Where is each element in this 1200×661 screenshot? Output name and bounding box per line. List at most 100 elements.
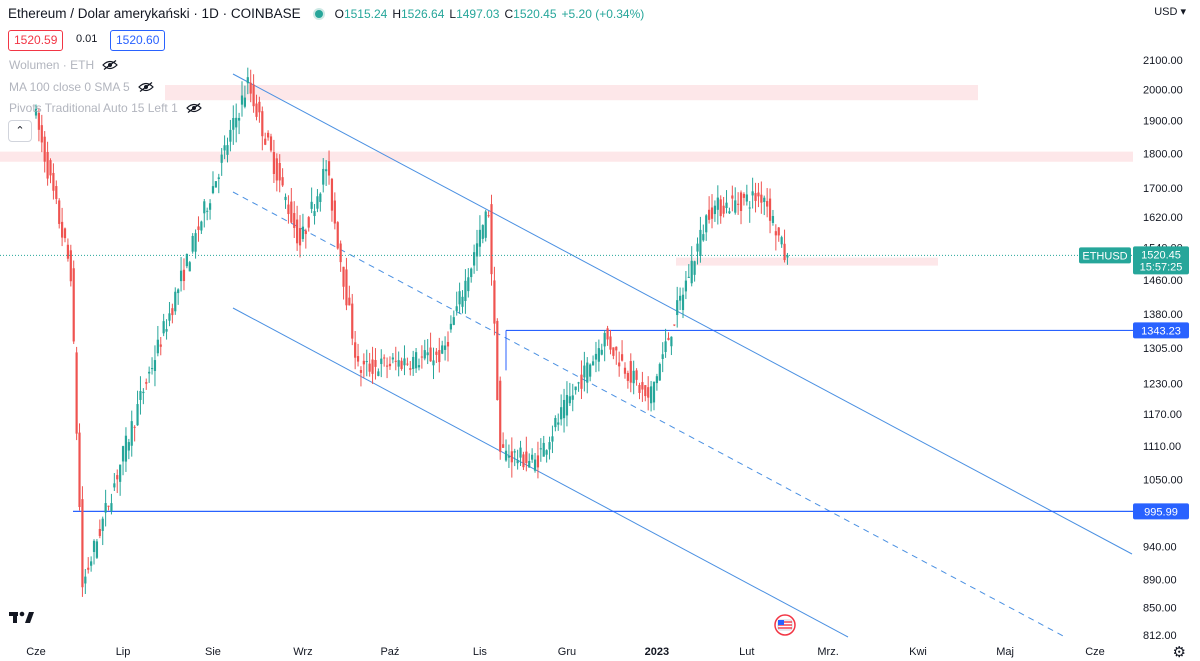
candle-body	[493, 280, 496, 324]
candle-body	[728, 211, 731, 214]
candle-body	[589, 364, 592, 377]
candle-body	[165, 329, 168, 332]
settings-gear-icon[interactable]: ⚙	[1172, 644, 1186, 661]
resistance-zone	[676, 257, 938, 266]
candle-body	[412, 356, 415, 369]
price-tick-label: 890.00	[1143, 574, 1177, 586]
candle-body	[565, 394, 569, 416]
candle-body	[751, 191, 754, 196]
time-tick-label: Cze	[26, 646, 46, 658]
candle-body	[46, 152, 49, 179]
indicator-pivots[interactable]: Pivots Traditional Auto 15 Left 1	[9, 101, 202, 115]
candle-body	[597, 348, 600, 362]
candle-body	[525, 451, 528, 464]
candle-body	[197, 226, 200, 230]
low-value: L1497.03	[449, 6, 500, 21]
last-price-label: 1520.45	[1141, 249, 1181, 261]
candle-body	[443, 345, 447, 350]
candle-body	[327, 161, 331, 176]
candle-body	[420, 356, 423, 358]
level-price-label: 1343.23	[1141, 325, 1181, 337]
candle-body	[113, 483, 116, 488]
candle-body	[548, 442, 551, 450]
eye-off-icon[interactable]	[102, 60, 118, 70]
candle-body	[325, 169, 328, 172]
candle-body	[142, 391, 145, 394]
candle-body	[722, 205, 725, 214]
candle-body	[153, 360, 157, 371]
candle-body	[763, 197, 766, 203]
candle-body	[342, 266, 345, 287]
candle-body	[168, 313, 171, 321]
candle-body	[606, 328, 609, 340]
time-tick-label: Kwi	[909, 646, 927, 658]
price-tick-label: 1380.00	[1143, 309, 1183, 321]
time-tick-label: Wrz	[293, 646, 312, 658]
price-tick-label: 1230.00	[1143, 379, 1183, 391]
symbol-title[interactable]: Ethereum / Dolar amerykański · 1D · COIN…	[8, 6, 301, 21]
candle-body	[725, 202, 728, 209]
candle-body	[229, 129, 232, 142]
candle-body	[383, 357, 386, 359]
buy-button[interactable]: 1520.60	[110, 30, 166, 51]
eye-off-icon[interactable]	[185, 103, 202, 113]
candle-body	[583, 365, 586, 378]
tradingview-logo-icon[interactable]	[8, 606, 36, 630]
us-events-flag-icon[interactable]	[772, 614, 798, 636]
candle-body	[75, 352, 78, 434]
candle-body	[652, 381, 656, 403]
candle-body	[554, 418, 557, 428]
candle-body	[177, 289, 180, 294]
candle-body	[330, 178, 334, 211]
currency-selector[interactable]: USD ▾	[1154, 6, 1186, 18]
candle-body	[577, 382, 580, 384]
candle-body	[618, 362, 621, 367]
candle-body	[319, 193, 322, 203]
candle-body	[104, 503, 107, 513]
candle-body	[786, 255, 789, 258]
candle-body	[679, 295, 682, 301]
indicator-volume[interactable]: Wolumen · ETH	[9, 58, 118, 72]
price-tick-label: 940.00	[1143, 541, 1177, 553]
candle-body	[52, 172, 55, 191]
price-tick-label: 1170.00	[1143, 409, 1182, 421]
candle-body	[557, 422, 560, 425]
candle-body	[615, 346, 618, 351]
candle-body	[681, 294, 685, 311]
candle-body	[487, 215, 490, 217]
candle-body	[409, 368, 412, 370]
candle-body	[365, 361, 368, 363]
candle-body	[145, 382, 148, 384]
candle-body	[354, 342, 357, 358]
candle-body	[246, 77, 249, 84]
time-tick-label: Mrz.	[817, 646, 838, 658]
market-status-dot	[314, 9, 323, 18]
sell-button[interactable]: 1520.59	[8, 30, 64, 51]
candle-body	[220, 154, 223, 163]
candle-body	[304, 230, 307, 235]
candle-body	[380, 358, 383, 365]
candle-body	[200, 221, 203, 231]
time-tick-label: 2023	[645, 646, 669, 658]
candle-body	[475, 243, 479, 257]
candle-body	[110, 503, 113, 511]
candle-body	[591, 361, 595, 366]
candle-body	[600, 349, 603, 355]
candle-body	[95, 541, 99, 558]
candle-body	[426, 352, 429, 356]
price-tick-label: 1305.00	[1143, 343, 1183, 355]
price-tick-label: 2000.00	[1143, 85, 1183, 97]
candle-body	[159, 344, 162, 347]
candle-body	[69, 250, 72, 282]
candle-body	[705, 215, 708, 233]
indicator-ma[interactable]: MA 100 close 0 SMA 5	[9, 80, 154, 94]
candle-body	[458, 291, 461, 305]
candle-body	[40, 125, 43, 143]
candle-body	[240, 95, 244, 105]
candle-body	[504, 450, 508, 461]
collapse-indicators-button[interactable]: ⌃	[8, 120, 32, 142]
eye-off-icon[interactable]	[137, 82, 154, 92]
indicator-label: MA 100 close 0 SMA 5	[9, 80, 130, 94]
candle-body	[531, 454, 534, 460]
